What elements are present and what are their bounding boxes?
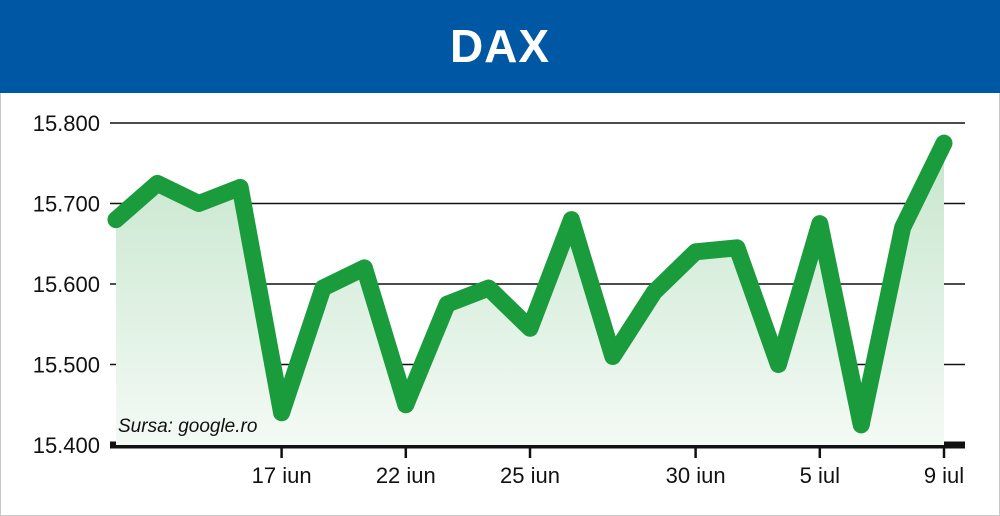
dax-line-chart: 15.800 15.700 15.600 15.500 15.400 17 iun 22 …	[33, 111, 965, 488]
y-tick-label: 15.800	[33, 111, 100, 136]
y-tick-label: 15.700	[33, 192, 100, 217]
source-note: Sursa: google.ro	[118, 416, 257, 437]
x-tick-label: 9 iul	[924, 463, 964, 488]
y-tick-label: 15.600	[33, 272, 100, 297]
area-fill	[116, 143, 944, 445]
x-tick-label: 17 iun	[252, 463, 312, 488]
y-tick-label: 15.400	[33, 433, 100, 458]
x-tick-label: 22 iun	[376, 463, 436, 488]
y-tick-label: 15.500	[33, 353, 100, 378]
x-tick-label: 30 iun	[666, 463, 726, 488]
chart-title: DAX	[449, 20, 551, 72]
title-bar	[0, 0, 1000, 93]
x-tick-label: 5 iul	[800, 463, 840, 488]
x-tick-label: 25 iun	[500, 463, 560, 488]
